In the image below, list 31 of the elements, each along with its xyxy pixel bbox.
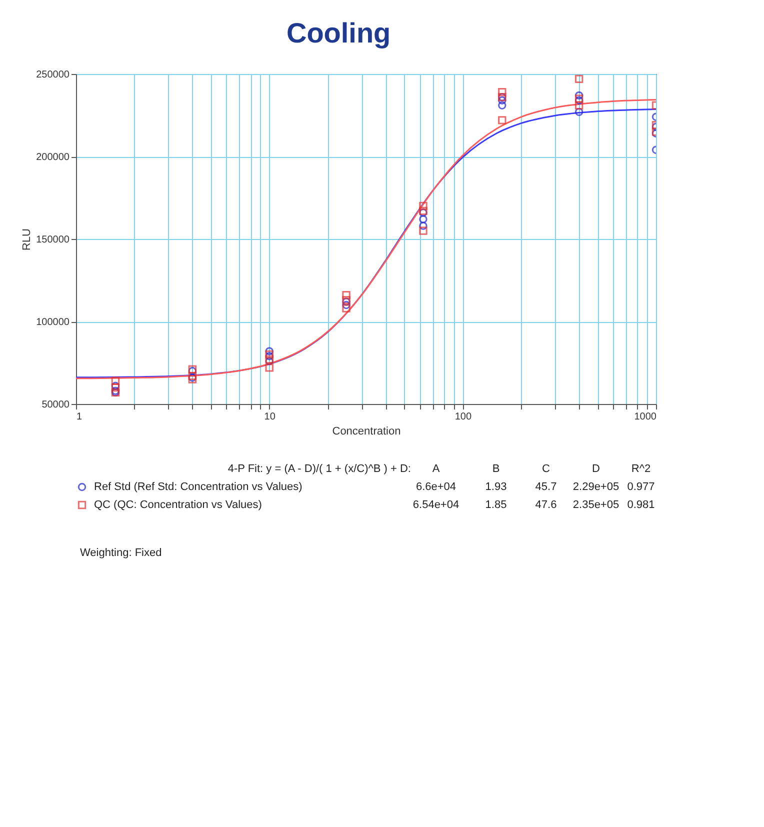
text: 2.35e+05 <box>572 499 620 511</box>
chart-title: Cooling <box>286 18 391 48</box>
text: 6.54e+04 <box>412 499 460 511</box>
text: Weighting: Fixed <box>80 547 162 559</box>
text: 4-P Fit: y = (A - D)/( 1 + (x/C)^B ) + D: <box>228 463 411 475</box>
text: B <box>492 463 500 475</box>
text: 47.6 <box>535 499 557 511</box>
text: A <box>432 463 440 475</box>
text: 2.29e+05 <box>572 481 620 493</box>
y-tick-label: 100000 <box>36 317 70 328</box>
y-tick-label: 150000 <box>36 234 70 246</box>
x-tick-label: 10 <box>264 412 276 422</box>
y-tick-label: 50000 <box>42 400 70 410</box>
text: 1.93 <box>485 481 507 493</box>
x-axis-title: Concentration <box>332 426 401 438</box>
text: 1.85 <box>485 499 507 511</box>
text: D <box>592 463 600 475</box>
text: 6.6e+04 <box>416 481 456 493</box>
x-tick-label: 1 <box>76 412 82 422</box>
y-axis-title: RLU <box>21 228 34 251</box>
text: R^2 <box>631 463 651 475</box>
legend-label: Ref Std (Ref Std: Concentration vs Values) <box>94 481 302 493</box>
x-tick-label: 100 <box>454 412 472 422</box>
x-tick-label: 1000 <box>634 412 657 422</box>
y-tick-label: 250000 <box>36 70 70 80</box>
text: C <box>542 463 550 475</box>
legend-label: QC (QC: Concentration vs Values) <box>94 499 262 511</box>
y-tick-label: 200000 <box>36 152 70 163</box>
text: 45.7 <box>535 481 557 493</box>
text: 0.977 <box>627 481 655 493</box>
text: 0.981 <box>627 499 655 511</box>
